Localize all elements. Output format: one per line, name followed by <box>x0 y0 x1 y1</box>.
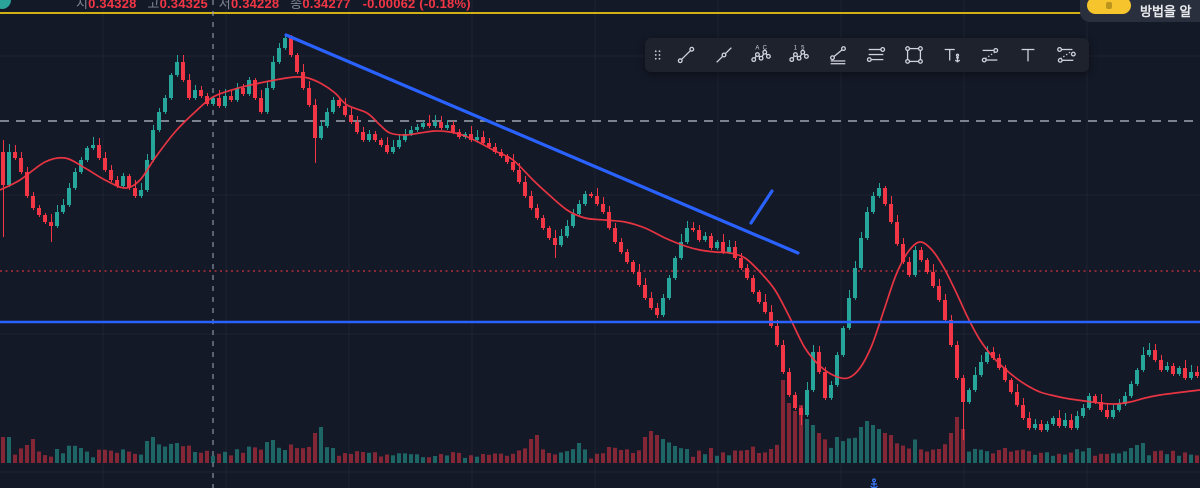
rectangle-icon <box>905 46 923 64</box>
toolbar-button-text-tool[interactable] <box>1009 40 1047 70</box>
high-label: 고 <box>147 0 160 11</box>
parallel-lines-icon <box>866 47 886 63</box>
low-value: 0.34228 <box>230 0 280 11</box>
low-label: 저 <box>218 0 231 11</box>
moving-average-line[interactable] <box>0 76 1200 405</box>
toolbar-button-trend-based-fib[interactable] <box>971 40 1009 70</box>
svg-text:C: C <box>763 46 768 52</box>
candles <box>1 34 1199 440</box>
svg-text:5: 5 <box>801 46 805 52</box>
ray-line-icon <box>716 47 732 63</box>
svg-text:1: 1 <box>794 46 798 52</box>
close-value: 0.34277 <box>302 0 351 11</box>
toolbar-button-fib-retracement[interactable] <box>819 40 857 70</box>
ohlc-legend: 시0.34328 고0.34325 저0.34228 종0.34277 -0.0… <box>76 0 471 12</box>
toolbar-button-ray-line[interactable] <box>705 40 743 70</box>
fib-retracement-icon <box>830 46 846 65</box>
trend-line-drawing-2[interactable] <box>749 189 774 225</box>
drag-handle-icon <box>654 50 661 60</box>
high-value: 0.34325 <box>159 0 208 11</box>
svg-text:A: A <box>755 46 759 52</box>
toolbar-button-rectangle[interactable] <box>895 40 933 70</box>
toolbar-button-anchored-text[interactable] <box>933 40 971 70</box>
anchor-marker-icon[interactable] <box>870 478 878 488</box>
trend-line-drawing-1[interactable] <box>284 33 800 255</box>
notification-toast[interactable]: 방법을 알 <box>1080 0 1200 22</box>
toast-toggle-pill[interactable] <box>1087 0 1131 14</box>
trend-line-icon <box>677 46 695 64</box>
close-label: 종 <box>290 0 303 11</box>
toolbar-button-trend-line[interactable] <box>667 40 705 70</box>
open-value: 0.34328 <box>88 0 137 11</box>
volume-bars <box>1 380 1199 463</box>
toolbar-button-fib-channel[interactable] <box>1047 40 1085 70</box>
toolbar-button-parallel-lines[interactable] <box>857 40 895 70</box>
text-tool-icon <box>1021 48 1035 62</box>
trend-based-fib-icon <box>981 47 999 63</box>
toast-text: 방법을 알 <box>1140 4 1192 19</box>
change-value: -0.00062 (-0.18%) <box>362 0 471 11</box>
fib-channel-icon <box>1057 47 1076 63</box>
open-label: 시 <box>76 0 89 11</box>
toolbar-drag-handle[interactable] <box>649 40 667 70</box>
anchored-text-icon <box>944 48 961 63</box>
symbol-logo-fragment <box>0 0 11 9</box>
